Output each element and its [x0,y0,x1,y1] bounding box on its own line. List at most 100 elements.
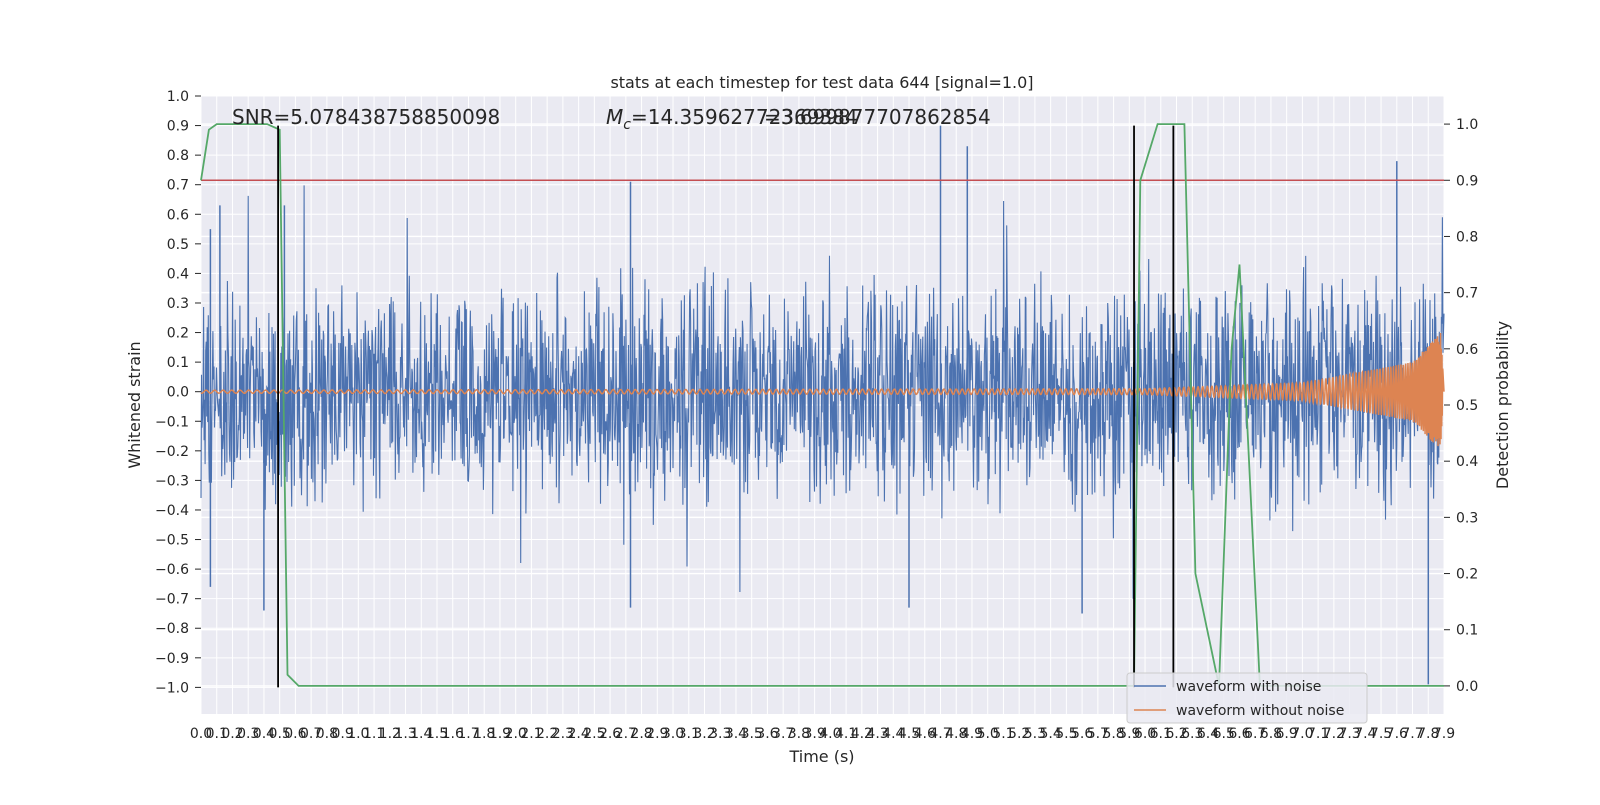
noise-series-group [200,125,1445,685]
x-tick-label: 1.8 [473,726,495,742]
x-tick-label: 3.6 [756,726,778,742]
x-tick-label: 6.8 [1260,726,1282,742]
x-tick-label: 0.1 [206,726,228,742]
y-tick-label: −0.1 [155,414,189,430]
x-tick-label: 5.4 [1040,726,1062,742]
mc-value: =14.35962772369384 [631,105,858,129]
y-tick-label: 0.7 [167,178,189,194]
legend: waveform with noise waveform without noi… [1126,672,1368,724]
x-tick-label: 2.3 [552,726,574,742]
overlap-annotation: =3.699877707862854 [764,105,991,129]
x-tick-label: 2.2 [536,726,558,742]
x-tick-label: 3.1 [678,726,700,742]
y-tick-label: −0.8 [155,621,189,637]
x-tick-label: 0.0 [190,726,212,742]
y2-tick-label: 0.6 [1456,342,1478,358]
y2-tick-label: 0.5 [1456,398,1478,414]
x-tick-label: 6.2 [1165,726,1187,742]
x-tick-label: 1.1 [363,726,385,742]
x-tick-label: 6.6 [1228,726,1250,742]
x-tick-label: 7.3 [1338,726,1360,742]
x-tick-label: 7.2 [1323,726,1345,742]
x-tick-label: 7.8 [1417,726,1439,742]
y2-tick-label: 0.9 [1456,173,1478,189]
x-tick-label: 1.5 [426,726,448,742]
y2-tick-label: 1.0 [1456,117,1478,133]
y-tick-label: −0.9 [155,651,189,667]
chart-title: stats at each timestep for test data 644… [610,73,1033,92]
mc-annotation: Mc=14.35962772369384 [606,105,858,133]
x-tick-label: 5.7 [1087,726,1109,742]
x-tick-label: 3.2 [693,726,715,742]
x-tick-label: 7.6 [1386,726,1408,742]
y-tick-label: 0.9 [167,119,189,135]
x-tick-label: 5.6 [1071,726,1093,742]
y-tick-label: −0.6 [155,562,189,578]
mc-subscript: c [623,117,631,133]
x-tick-label: 0.4 [253,726,275,742]
x-axis-label: Time (s) [788,747,854,766]
y-axis-label: Whitened strain [125,341,144,468]
y-tick-label: 0.3 [167,296,189,312]
x-tick-label: 1.3 [394,726,416,742]
mc-symbol: M [606,105,623,129]
x-tick-label: 3.8 [788,726,810,742]
y-tick-label: 0.4 [167,266,189,282]
y-tick-label: 1.0 [167,89,189,105]
y-tick-labels: 1.0 0.9 0.8 0.7 0.6 0.5 0.4 0.3 0.2 0.1 0.0 −0.1 −0.… [155,89,201,696]
x-tick-label: 5.9 [1118,726,1140,742]
x-tick-label: 6.0 [1134,726,1156,742]
x-tick-label: 5.2 [1008,726,1030,742]
noise-waveform-peaks [209,125,1430,685]
x-tick-label: 0.6 [284,726,306,742]
x-tick-label: 0.5 [269,726,291,742]
y-tick-label: −0.4 [155,503,189,519]
legend-label-clean: waveform without noise [1176,703,1344,719]
y2-tick-label: 0.1 [1456,623,1478,639]
y2-tick-label: 0.2 [1456,567,1478,583]
x-tick-label: 3.3 [709,726,731,742]
x-tick-label: 6.7 [1244,726,1266,742]
x-tick-label: 4.1 [835,726,857,742]
x-tick-label: 4.2 [851,726,873,742]
x-tick-label: 7.7 [1401,726,1423,742]
x-tick-label: 4.8 [945,726,967,742]
y2-tick-label: 0.3 [1456,510,1478,526]
x-tick-label: 2.1 [520,726,542,742]
detection-probability-line [200,123,1444,687]
y-tick-label: −1.0 [155,680,189,696]
legend-box [1126,672,1368,724]
y-tick-label: 0.2 [167,326,189,342]
x-tick-label: 0.8 [316,726,338,742]
y2-tick-label: 0.7 [1456,286,1478,302]
x-tick-label: 2.0 [505,726,527,742]
noise-waveform-line [200,185,1445,599]
y2-tick-label: 0.0 [1456,679,1478,695]
x-tick-label: 4.7 [929,726,951,742]
y-tick-label: −0.2 [155,444,189,460]
y-tick-label: 0.5 [167,237,189,253]
x-tick-label: 5.3 [1024,726,1046,742]
clean-series-group [200,333,1445,447]
x-tick-label: 5.5 [1055,726,1077,742]
y2-tick-labels: 1.0 0.9 0.8 0.7 0.6 0.5 0.4 0.3 0.2 0.1 0.0 [1444,117,1478,695]
x-tick-label: 5.0 [977,726,999,742]
x-tick-label: 2.9 [646,726,668,742]
x-tick-label: 7.1 [1307,726,1329,742]
x-tick-label: 4.4 [882,726,904,742]
x-tick-label: 1.7 [457,726,479,742]
x-tick-label: 4.5 [898,726,920,742]
x-tick-label: 0.3 [237,726,259,742]
x-tick-label: 0.7 [300,726,322,742]
x-tick-label: 1.0 [347,726,369,742]
x-tick-label: 6.1 [1150,726,1172,742]
x-tick-label: 3.4 [725,726,747,742]
y-tick-label: 0.1 [167,355,189,371]
legend-label-noise: waveform with noise [1176,679,1321,695]
y-tick-label: −0.7 [155,592,189,608]
x-tick-label: 4.9 [961,726,983,742]
clean-waveform-line [200,333,1445,447]
x-tick-label: 5.8 [1102,726,1124,742]
